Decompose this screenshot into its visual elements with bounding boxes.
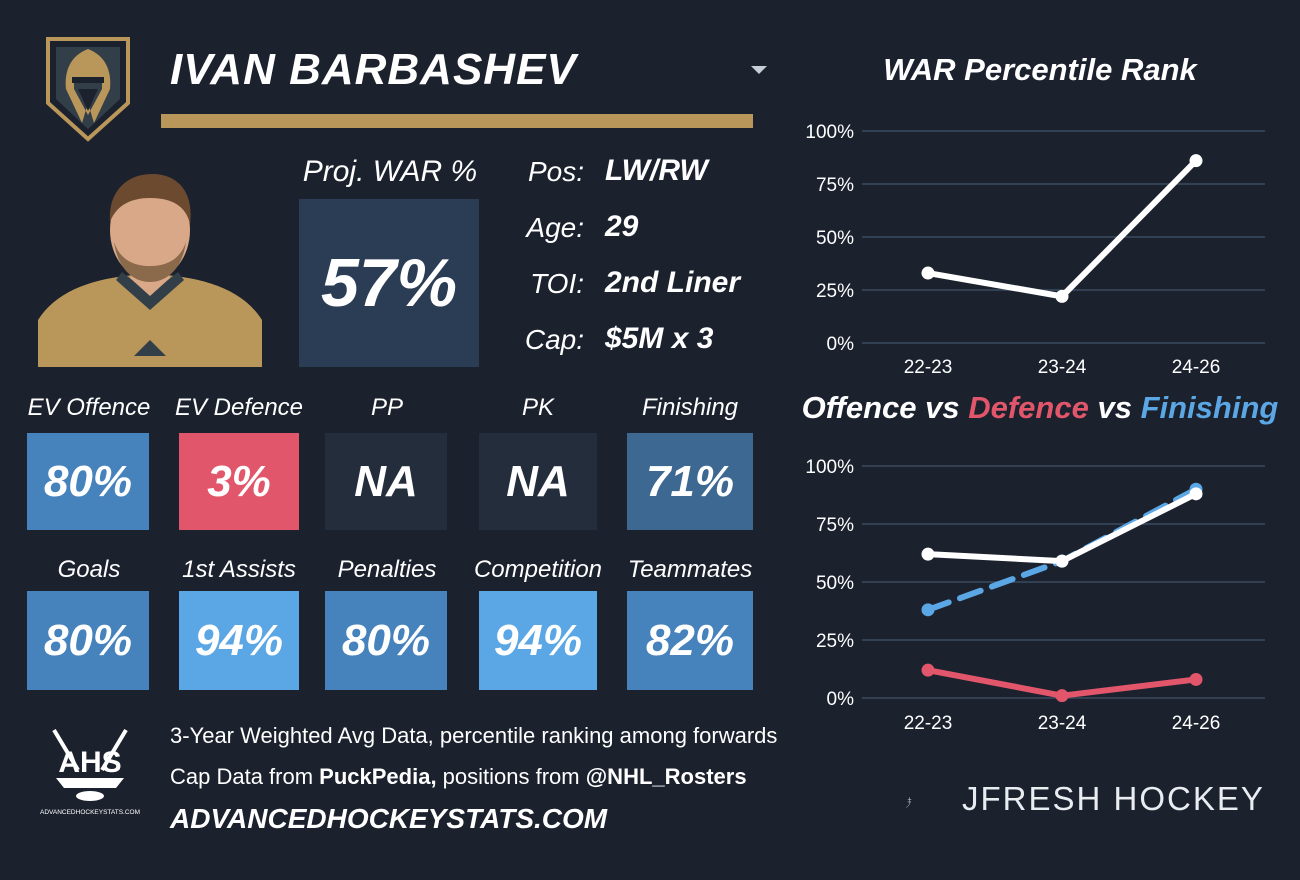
nhl-rosters-link[interactable]: @NHL_Rosters <box>585 764 747 789</box>
chart2-ytick: 75% <box>816 515 854 536</box>
toi-value: 2nd Liner <box>605 266 741 299</box>
chevron-down-icon[interactable] <box>748 62 770 78</box>
chart2-point <box>1189 487 1203 501</box>
proj-war-label: Proj. WAR % <box>302 155 478 188</box>
svg-text:ADVANCEDHOCKEYSTATS.COM: ADVANCEDHOCKEYSTATS.COM <box>40 809 140 816</box>
chart2-title-vs2: vs <box>1088 390 1141 425</box>
player-name: IVAN BARBASHEV <box>170 45 577 94</box>
footer-sources: Cap Data from PuckPedia, positions from … <box>170 764 747 790</box>
chart1-ytick: 50% <box>816 228 854 249</box>
chart2-xtick: 24-26 <box>1172 713 1221 734</box>
chart2-xtick: 23-24 <box>1038 713 1087 734</box>
chart1-ytick: 75% <box>816 175 854 196</box>
chart1-ytick: 0% <box>827 334 855 355</box>
tile-1st-assists: 94% <box>179 591 299 690</box>
footer-sources-prefix: Cap Data from <box>170 764 320 789</box>
tile-label-ev-defence: EV Defence <box>174 394 304 421</box>
chart2-point <box>1055 554 1069 568</box>
chart2-title-offence: Offence <box>801 390 917 425</box>
chart1-ytick: 100% <box>805 122 854 143</box>
tile-goals: 80% <box>27 591 149 690</box>
puckpedia-link[interactable]: PuckPedia, <box>319 764 437 789</box>
chart1-xtick: 24-26 <box>1172 357 1221 378</box>
age-label: Age: <box>526 212 584 243</box>
tile-label-1st-assists: 1st Assists <box>182 556 296 583</box>
tile-finishing: 71% <box>627 433 753 530</box>
tile-pp: NA <box>325 433 447 530</box>
tile-label-finishing: Finishing <box>641 394 739 421</box>
chart2-point <box>921 547 935 561</box>
tile-pk: NA <box>479 433 597 530</box>
chart1-point <box>1055 289 1069 303</box>
chart2-series-line-2 <box>925 490 1199 565</box>
tile-label-competition: Competition <box>473 556 603 583</box>
cap-label: Cap: <box>524 324 584 355</box>
tile-label-ev-offence: EV Offence <box>27 394 151 421</box>
chart2-title-defence: Defence <box>968 390 1089 425</box>
tile-label-pp: PP <box>370 394 403 421</box>
tile-ev-defence: 3% <box>179 433 299 530</box>
jfresh-logo-icon <box>906 797 912 808</box>
gold-divider <box>161 114 753 128</box>
ahs-logo: AHS ADVANCEDHOCKEYSTATS.COM <box>40 728 140 816</box>
pos-value: LW/RW <box>605 154 708 187</box>
chart2-point <box>1189 672 1203 686</box>
chart2-ytick: 25% <box>816 631 854 652</box>
vegas-golden-knights-logo <box>46 37 130 142</box>
tile-label-goals: Goals <box>57 556 121 583</box>
chart2-point <box>921 603 935 617</box>
chart2-ytick: 50% <box>816 573 854 594</box>
footer-note: 3-Year Weighted Avg Data, percentile ran… <box>170 723 778 748</box>
tile-label-pk: PK <box>521 394 554 421</box>
offence-defence-finishing-chart: 0% 25% 50% 75% 100% 22-23 23-24 24-26 <box>805 457 1265 734</box>
chart2-ytick: 100% <box>805 457 854 478</box>
chart2-xtick: 22-23 <box>904 713 953 734</box>
chart2-series-line-0 <box>925 486 1199 613</box>
chart2-ytick: 0% <box>827 689 855 710</box>
chart2-title: Offence vs Defence vs Finishing <box>780 390 1300 426</box>
chart2-title-finishing: Finishing <box>1140 390 1279 425</box>
tile-label-penalties: Penalties <box>337 556 437 583</box>
war-percentile-chart: 0% 25% 50% 75% 100% 22-23 23-24 24-26 <box>805 122 1265 378</box>
svg-text:AHS: AHS <box>58 746 121 779</box>
pos-label: Pos: <box>527 156 584 187</box>
chart1-point <box>921 266 935 280</box>
toi-label: TOI: <box>530 268 584 299</box>
player-headshot <box>38 174 262 367</box>
tile-teammates: 82% <box>627 591 753 690</box>
tile-penalties: 80% <box>325 591 447 690</box>
proj-war-value: 57% <box>299 199 479 367</box>
tile-ev-offence: 80% <box>27 433 149 530</box>
chart2-title-vs1: vs <box>916 390 969 425</box>
chart2-point <box>1055 689 1069 703</box>
chart1-xtick: 22-23 <box>904 357 953 378</box>
cap-value: $5M x 3 <box>605 322 714 355</box>
chart1-point <box>1189 154 1203 168</box>
footer-sources-middle: positions from <box>436 764 586 789</box>
chart1-ytick: 25% <box>816 281 854 302</box>
site-url[interactable]: ADVANCEDHOCKEYSTATS.COM <box>170 803 608 834</box>
tile-competition: 94% <box>479 591 597 690</box>
tile-label-teammates: Teammates <box>627 556 753 583</box>
chart2-point <box>921 663 935 677</box>
chart1-title: WAR Percentile Rank <box>883 52 1197 87</box>
chart1-xtick: 23-24 <box>1038 357 1087 378</box>
jfresh-brand: JFRESH HOCKEY <box>962 780 1265 817</box>
age-value: 29 <box>605 210 639 243</box>
chart1-series-line-0 <box>925 157 1199 300</box>
